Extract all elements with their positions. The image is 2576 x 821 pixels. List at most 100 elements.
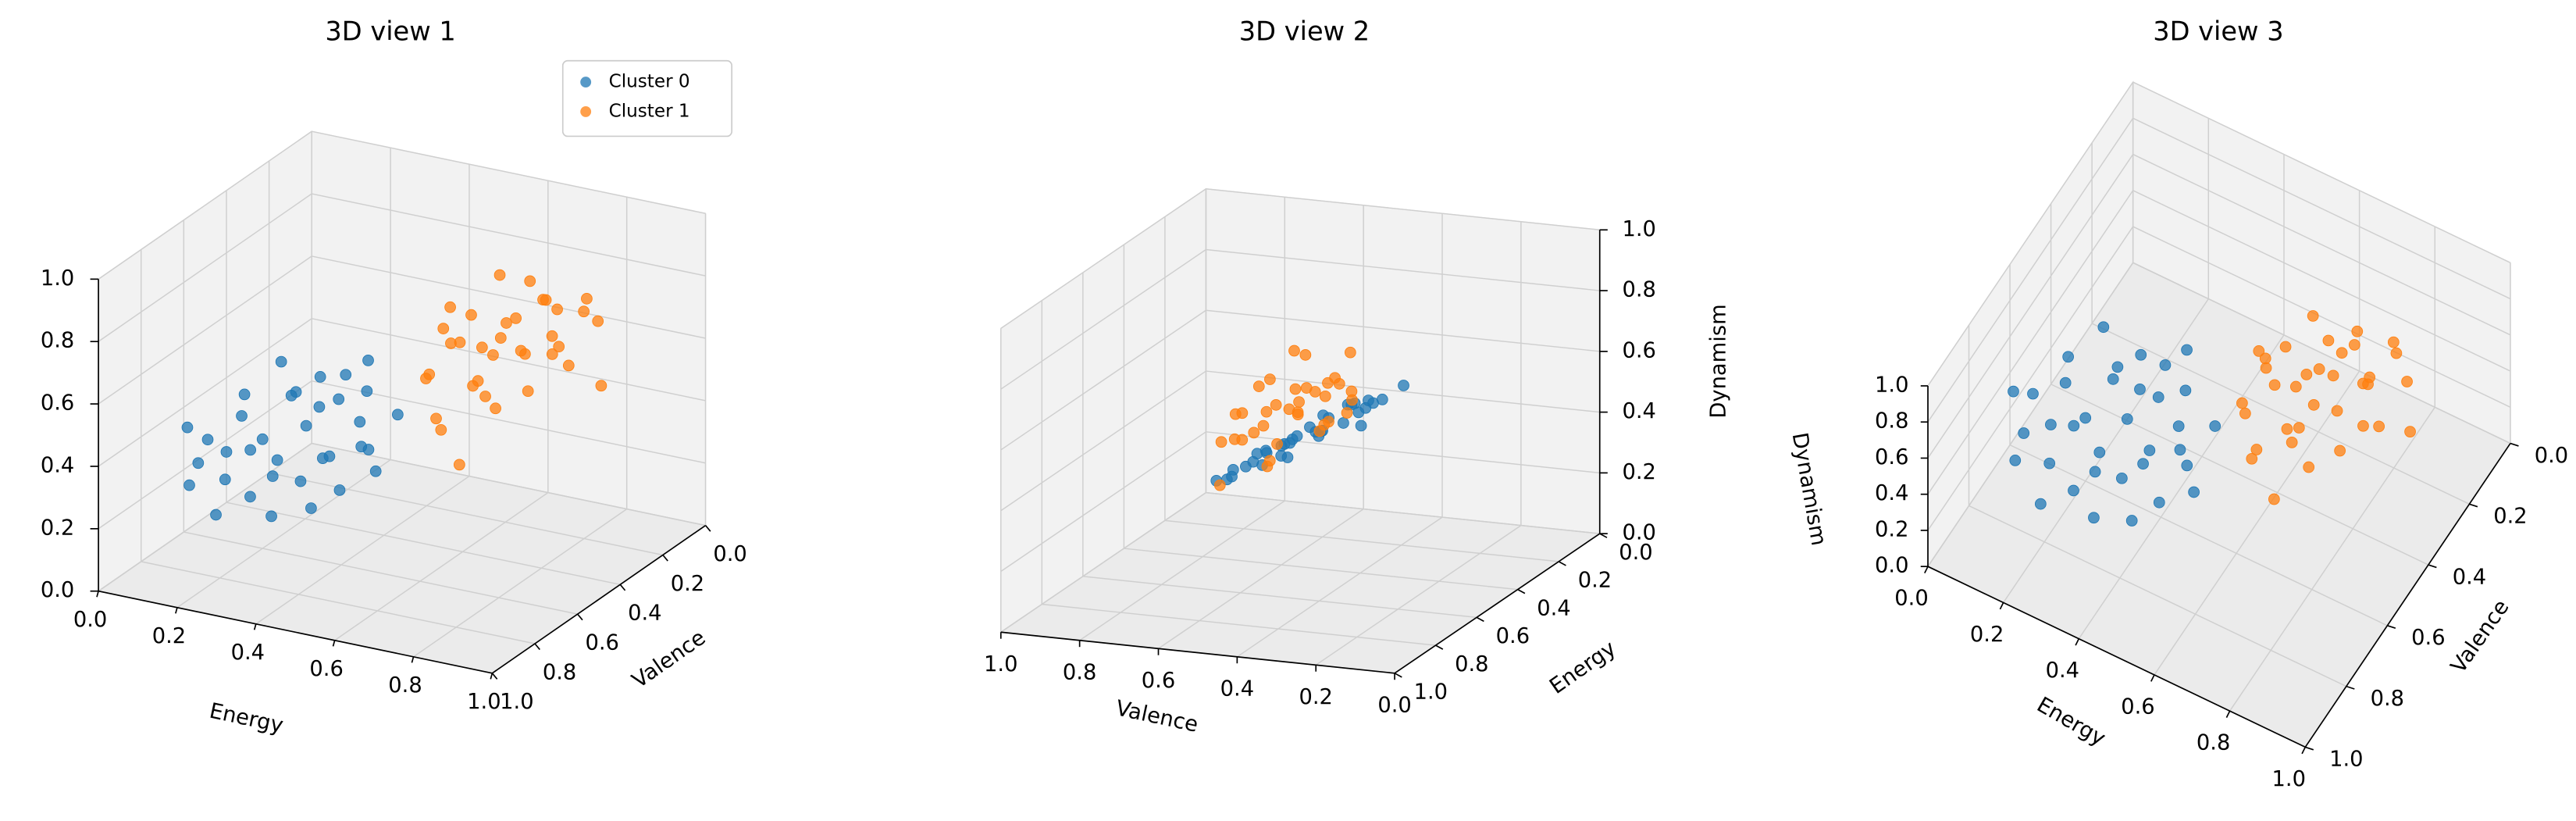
grid-line — [312, 318, 706, 402]
point — [244, 444, 257, 456]
grid-line — [2132, 81, 2511, 263]
point — [2351, 325, 2364, 337]
point — [285, 390, 298, 402]
point — [2293, 422, 2305, 434]
point — [2135, 348, 2147, 361]
point — [524, 275, 536, 287]
point — [2313, 363, 2325, 375]
tick-mark — [619, 584, 626, 591]
point — [490, 402, 501, 415]
point — [355, 441, 368, 453]
point — [313, 401, 326, 413]
point — [361, 385, 373, 398]
grid-line — [312, 130, 706, 214]
x-tick-label: 0.8 — [1455, 652, 1488, 676]
point — [2331, 405, 2343, 417]
point — [1257, 419, 1270, 432]
grid-line — [1124, 548, 1518, 591]
point — [1213, 479, 1226, 491]
point — [2172, 420, 2185, 432]
grid-line — [1927, 117, 2134, 423]
y-tick-label: 1.0 — [500, 690, 533, 714]
axis-line — [1927, 566, 2306, 748]
point — [1264, 373, 1276, 385]
point — [2045, 419, 2057, 430]
point — [1309, 386, 1321, 398]
point — [2027, 387, 2039, 400]
y-tick-label: 0.4 — [2453, 565, 2486, 589]
grid-line — [2003, 298, 2209, 603]
point — [2137, 458, 2149, 470]
point — [2259, 352, 2271, 365]
z-tick-label: 0.6 — [1875, 445, 1908, 469]
grid-line — [312, 255, 706, 339]
point — [201, 434, 214, 446]
tick-mark — [175, 607, 178, 614]
y-tick-label: 0.8 — [543, 660, 576, 684]
point — [2125, 515, 2138, 527]
legend-marker — [580, 77, 592, 88]
point — [1252, 380, 1265, 392]
grid-line — [226, 502, 621, 586]
tick-mark — [1394, 673, 1402, 678]
point — [244, 491, 256, 503]
point — [1344, 346, 1356, 359]
y-tick-label: 1.0 — [2329, 748, 2363, 772]
point — [1398, 380, 1409, 391]
x-tick-label: 0.8 — [2197, 731, 2230, 755]
y-tick-label: 0.0 — [2535, 444, 2568, 468]
z-tick-label: 0.6 — [1622, 338, 1655, 362]
x-tick-label: 0.4 — [2046, 659, 2079, 683]
point — [1271, 438, 1283, 450]
grid-line — [2091, 323, 2470, 505]
point — [445, 337, 457, 349]
point — [2250, 444, 2263, 455]
point — [354, 416, 366, 428]
point — [2008, 385, 2019, 398]
y-tick-label: 0.6 — [585, 630, 618, 655]
grid-line — [176, 459, 391, 609]
point — [2390, 347, 2403, 359]
point — [2009, 455, 2022, 466]
y-tick-label: 0.8 — [1063, 660, 1096, 684]
subplot: 0.0 0.2 0.4 0.6 0.8 1.0 Energy 0.0 0.2 0.4 0.6 0.8 1… — [41, 16, 747, 738]
point — [2289, 380, 2302, 393]
x-tick-label: 0.0 — [1619, 541, 1652, 565]
point — [271, 454, 283, 466]
tick-mark — [411, 656, 415, 663]
tick-mark — [534, 643, 540, 651]
point — [2307, 398, 2320, 411]
grid-line — [1927, 226, 2134, 531]
point — [2018, 427, 2030, 439]
point — [2404, 426, 2416, 437]
x-tick-label: 0.6 — [1496, 624, 1530, 648]
point — [1227, 464, 1239, 476]
x-tick-label: 0.6 — [2121, 694, 2154, 719]
z-tick-label: 1.0 — [41, 266, 74, 291]
point — [2246, 452, 2258, 465]
point — [220, 446, 233, 458]
point — [1260, 405, 1273, 418]
z-tick-label: 0.2 — [1875, 517, 1908, 541]
point — [1313, 425, 1326, 437]
grid-line — [2132, 226, 2511, 408]
point — [2068, 484, 2079, 497]
z-tick-label: 0.2 — [41, 516, 74, 540]
point — [1319, 390, 1331, 402]
point — [2062, 351, 2075, 363]
point — [2327, 369, 2339, 382]
grid-line — [413, 509, 628, 658]
y-tick-label: 0.2 — [1299, 685, 1333, 709]
z-tick-label: 0.0 — [41, 578, 74, 602]
point — [2239, 407, 2251, 419]
axis-line — [1000, 631, 1395, 674]
z-tick-label: 0.0 — [1875, 554, 1908, 578]
point — [2116, 472, 2128, 484]
point — [2089, 466, 2101, 478]
z-tick-label: 1.0 — [1622, 217, 1655, 241]
z-tick-label: 0.8 — [1875, 409, 1908, 434]
x-tick-label: 0.2 — [1578, 569, 1612, 593]
grid-line — [2009, 444, 2388, 626]
point — [2268, 493, 2280, 505]
point — [546, 330, 558, 342]
